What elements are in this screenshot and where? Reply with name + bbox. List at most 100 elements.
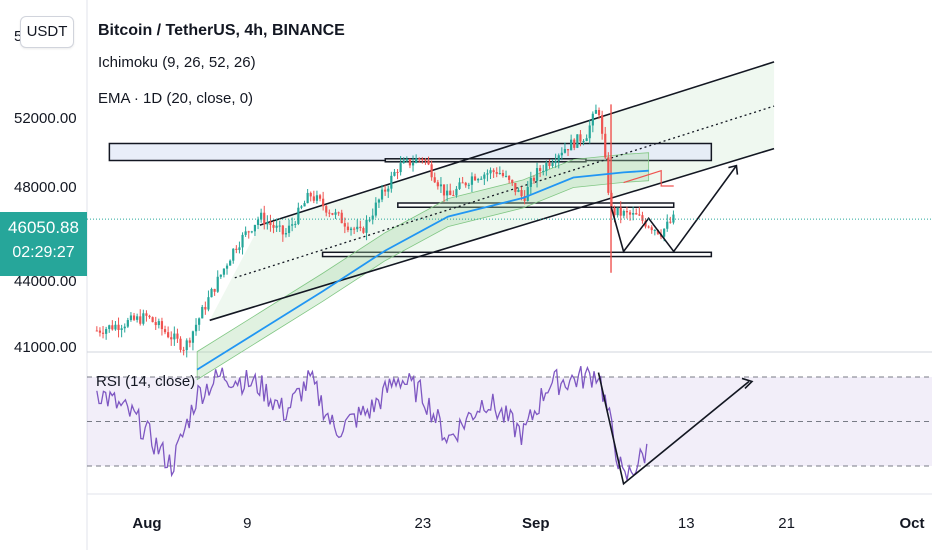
candle-body-91 [377,199,381,203]
candle-body-130 [498,173,501,175]
candle-body-20 [157,321,160,326]
channel-median-line [234,105,775,279]
candle-body-158 [585,138,588,141]
candle-body-121 [470,176,474,185]
candle-body-23 [167,332,170,338]
candle-body-52 [256,219,260,225]
candle-body-100 [405,159,408,161]
rsi-projection-path [597,372,750,486]
currency-button[interactable]: USDT [20,16,74,48]
candle-body-40 [219,274,222,277]
candle-body-132 [504,175,508,177]
candle-body-101 [408,159,412,166]
current-price-badge: 46050.88 02:29:27 [0,212,87,276]
candle-body-139 [526,186,529,201]
ichimoku-legend[interactable]: Ichimoku (9, 26, 52, 26) [98,54,256,71]
candle-body-41 [222,268,226,275]
candle-body-70 [312,196,315,201]
candle-body-180 [653,229,656,231]
chart-title: Bitcoin / TetherUS, 4h, BINANCE [98,22,345,39]
candle-body-129 [495,172,498,174]
candle-body-162 [597,109,601,116]
candle-body-106 [424,159,427,161]
ema-legend[interactable]: EMA · 1D (20, close, 0) [98,90,254,107]
candle-body-87 [365,219,368,233]
candle-body-2 [101,332,105,334]
x-tick-label-1: 9 [243,515,251,532]
candle-body-78 [337,212,340,214]
candle-body-125 [483,174,486,179]
candle-body-142 [535,168,539,181]
candle-body-75 [328,212,331,214]
candle-body-69 [309,192,312,197]
candle-body-133 [508,175,511,180]
y-tick-label-5: 41000.00 [14,339,77,356]
candle-body-97 [396,171,399,173]
candle-body-62 [287,225,291,234]
candle-body-31 [191,331,195,343]
candle-body-140 [529,177,532,187]
candle-body-89 [371,215,374,220]
candle-body-86 [362,228,365,233]
candle-body-118 [461,182,464,184]
candle-body-184 [666,221,669,229]
candle-body-13 [136,316,139,320]
candles-group [95,104,675,358]
candle-body-18 [151,317,154,323]
candle-body-11 [129,315,133,321]
candle-body-58 [275,225,278,228]
candle-body-24 [170,337,173,340]
candle-body-85 [359,226,362,229]
candle-body-116 [455,188,458,196]
candle-body-136 [517,190,520,192]
candle-body-66 [300,206,303,208]
candle-body-151 [563,149,567,153]
candle-body-36 [207,297,210,310]
candle-body-90 [374,202,377,216]
candle-body-144 [542,170,545,172]
candle-body-7 [117,324,120,330]
candle-body-42 [225,265,229,269]
candle-body-109 [433,177,436,183]
candle-body-173 [632,213,635,215]
candle-body-122 [473,176,477,181]
candle-body-93 [384,189,387,192]
candle-body-1 [98,330,102,333]
candle-body-154 [573,139,576,148]
candle-body-96 [393,171,396,176]
candle-body-63 [291,224,294,226]
rsi-legend[interactable]: RSI (14, close) [96,373,196,390]
candle-body-171 [625,211,629,213]
candle-body-167 [613,208,616,216]
candle-body-147 [551,163,554,166]
candle-body-19 [154,322,157,326]
candle-body-131 [501,173,505,176]
candle-body-8 [120,328,123,330]
candle-body-81 [346,226,350,231]
y-tick-label-4: 44000.00 [14,273,77,290]
candle-body-76 [331,213,334,215]
candle-body-67 [303,203,306,207]
candle-body-3 [105,329,108,334]
ichimoku-cloud [196,152,650,381]
candle-body-82 [349,228,353,231]
channel-lower-line [209,147,775,322]
current-price-value: 46050.88 [8,218,79,237]
candle-body-159 [588,125,591,139]
candle-body-178 [647,226,650,228]
candle-body-72 [318,195,322,199]
candle-body-135 [514,182,517,192]
candle-body-98 [399,163,402,173]
x-tick-label-4: 13 [678,515,695,532]
candle-body-38 [213,288,216,292]
candle-body-33 [198,318,201,325]
candle-body-169 [619,207,622,216]
candle-body-163 [601,115,604,134]
candle-body-179 [650,227,653,231]
y-tick-label-2: 52000.00 [14,110,77,127]
candle-body-164 [604,133,607,158]
candle-body-5 [111,325,114,330]
candle-body-49 [247,231,250,233]
